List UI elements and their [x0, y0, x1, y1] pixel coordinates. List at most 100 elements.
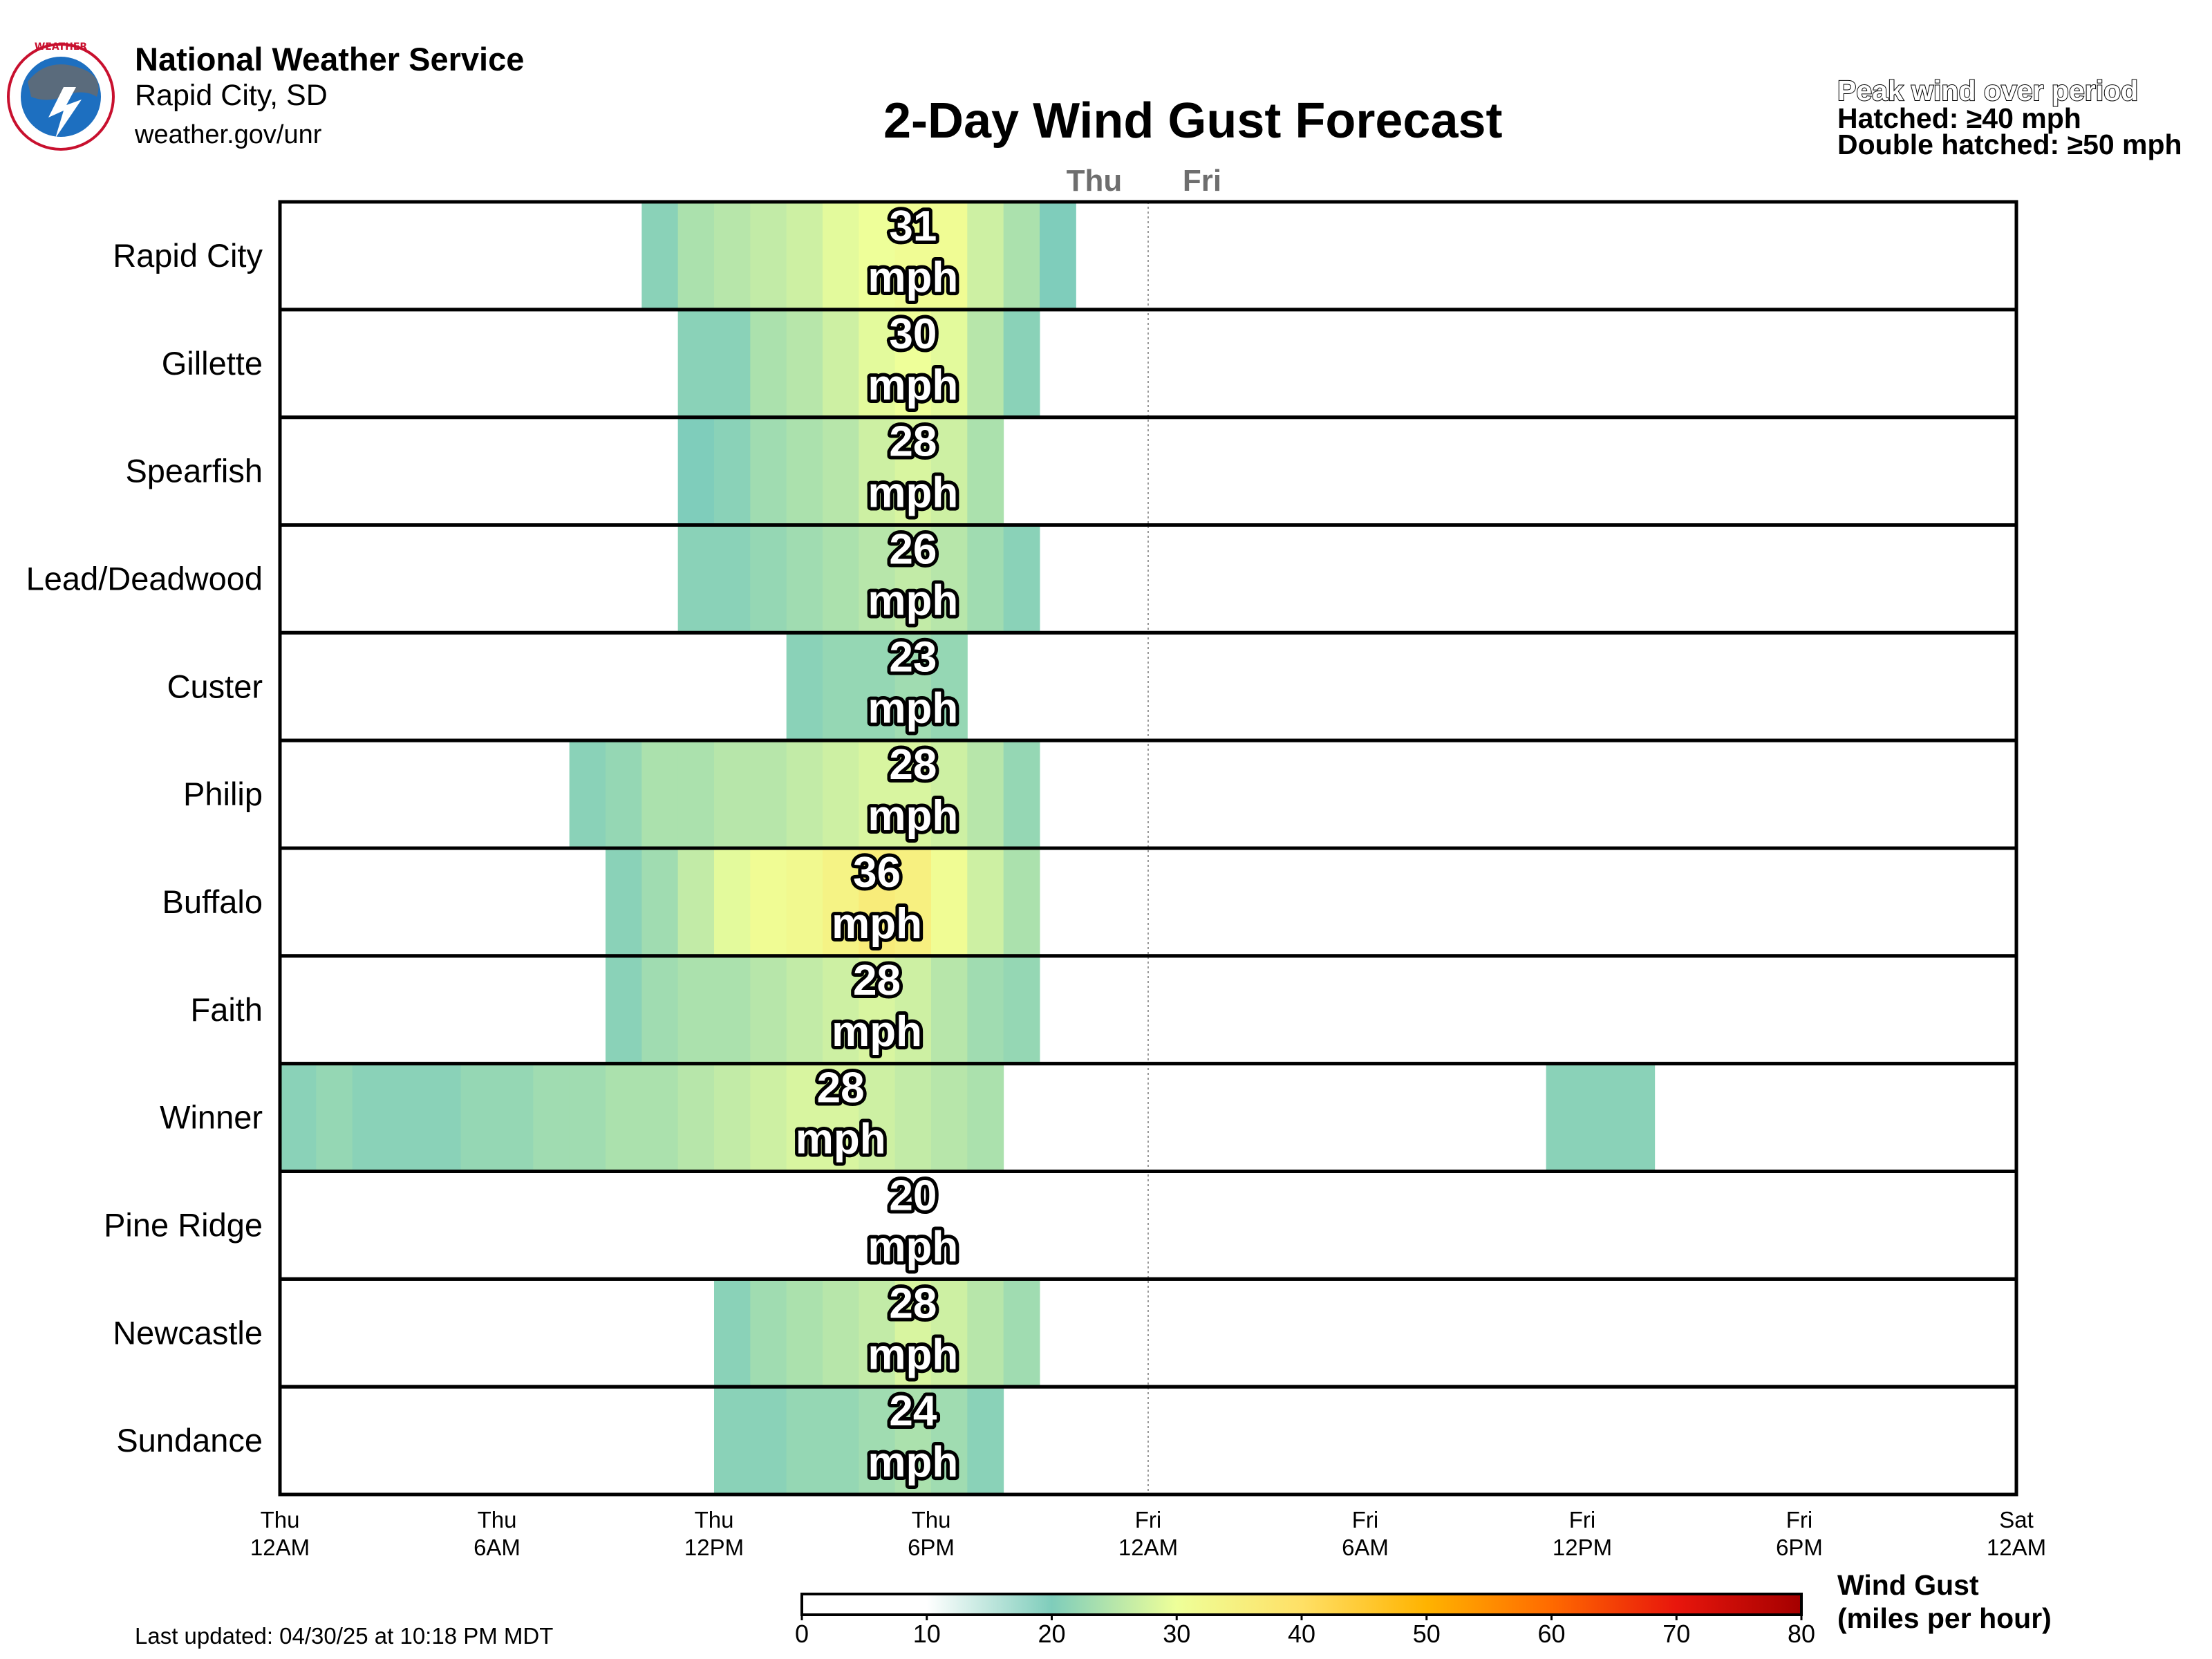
- heat-cell: [967, 309, 1004, 418]
- heat-cell: [641, 202, 679, 310]
- heat-cell: [859, 740, 896, 848]
- heat-cell: [931, 1063, 968, 1172]
- location-label: Custer: [167, 668, 263, 704]
- heat-cell: [1003, 848, 1040, 956]
- heat-cell: [750, 955, 787, 1064]
- peak-value-label: 36: [853, 849, 901, 897]
- heat-cell: [894, 955, 932, 1064]
- heat-cell: [677, 740, 715, 848]
- heat-cell: [967, 848, 1004, 956]
- heat-cell: [823, 848, 859, 956]
- heat-cell: [894, 1279, 932, 1387]
- heat-cell: [641, 955, 679, 1064]
- location-label: Lead/Deadwood: [26, 560, 263, 597]
- heat-cell: [1003, 202, 1040, 310]
- peak-value-label: 28: [889, 741, 937, 789]
- heat-cell: [1618, 1063, 1656, 1172]
- heat-cell: [714, 309, 751, 418]
- heat-cell: [823, 632, 859, 741]
- x-tick-label: Thu 6AM: [474, 1507, 521, 1560]
- heat-cell: [931, 309, 968, 418]
- heat-cell: [677, 525, 715, 633]
- location-label: Gillette: [162, 345, 263, 382]
- heat-cell: [714, 525, 751, 633]
- colorbar-tick-label: 30: [1163, 1620, 1190, 1648]
- heat-cell: [894, 632, 932, 741]
- location-label: Newcastle: [113, 1314, 263, 1351]
- heat-cell: [823, 1279, 859, 1387]
- heat-cell: [967, 1063, 1004, 1172]
- heat-cell: [750, 309, 787, 418]
- day-label: Fri: [1183, 164, 1221, 198]
- heat-cell: [424, 1063, 462, 1172]
- peak-unit-label: mph: [868, 254, 958, 301]
- colorbar: [800, 1593, 1803, 1616]
- peak-unit-label: mph: [868, 1438, 958, 1486]
- heat-cell: [894, 525, 932, 633]
- location-label: Spearfish: [125, 453, 263, 489]
- heat-cell: [606, 848, 642, 956]
- heat-cell: [1546, 1063, 1583, 1172]
- heat-cell: [931, 955, 968, 1064]
- heat-cell: [677, 417, 715, 525]
- heat-cell: [823, 1387, 859, 1494]
- colorbar-tick-label: 60: [1537, 1620, 1565, 1648]
- heat-cell: [859, 417, 896, 525]
- heat-cell: [894, 417, 932, 525]
- heat-cell: [894, 1387, 932, 1494]
- peak-unit-label: mph: [868, 1224, 958, 1271]
- heat-cell: [859, 1387, 896, 1494]
- heat-cell: [714, 202, 751, 310]
- heat-cell: [750, 417, 787, 525]
- heat-cell: [641, 740, 679, 848]
- colorbar-tick-label: 50: [1413, 1620, 1441, 1648]
- colorbar-tick-label: 40: [1288, 1620, 1315, 1648]
- heat-cell: [894, 309, 932, 418]
- location-label: Buffalo: [162, 883, 263, 920]
- peak-unit-label: mph: [796, 1116, 886, 1163]
- colorbar-tick-label: 80: [1788, 1620, 1815, 1648]
- legend-note-peak: Peak wind over period: [1837, 74, 2139, 107]
- heat-cell: [859, 309, 896, 418]
- heat-cell: [750, 1279, 787, 1387]
- heat-cell: [967, 955, 1004, 1064]
- heat-cell: [931, 525, 968, 633]
- heat-cell: [352, 1063, 389, 1172]
- site-url[interactable]: weather.gov/unr: [135, 120, 322, 149]
- x-tick-label: Thu 12AM: [250, 1507, 310, 1560]
- heat-cell: [859, 525, 896, 633]
- heat-cell: [1003, 1279, 1040, 1387]
- heat-cell: [894, 202, 932, 310]
- heat-cell: [714, 740, 751, 848]
- heat-cell: [1003, 740, 1040, 848]
- day-label: Thu: [1067, 164, 1123, 198]
- heat-cell: [1003, 525, 1040, 633]
- heat-cell: [750, 525, 787, 633]
- heat-cell: [967, 202, 1004, 310]
- x-tick-label: Thu 6PM: [908, 1507, 955, 1560]
- heat-cell: [931, 1387, 968, 1494]
- row-frame: [278, 1277, 2018, 1389]
- heat-cell: [967, 740, 1004, 848]
- heat-cell: [569, 1063, 606, 1172]
- heat-cell: [1040, 202, 1076, 310]
- location-label: Rapid City: [113, 237, 263, 274]
- heat-cell: [497, 1063, 534, 1172]
- heat-cell: [931, 1279, 968, 1387]
- heat-cell: [750, 1387, 787, 1494]
- heat-cell: [316, 1063, 353, 1172]
- peak-unit-label: mph: [868, 362, 958, 409]
- heat-cell: [859, 202, 896, 310]
- heat-cell: [786, 417, 823, 525]
- heat-cell: [967, 1279, 1004, 1387]
- location-label: Pine Ridge: [104, 1206, 263, 1243]
- peak-value-label: 23: [889, 633, 937, 681]
- heat-cell: [1003, 309, 1040, 418]
- location-label: Faith: [191, 991, 263, 1028]
- heat-cell: [859, 632, 896, 741]
- colorbar-tick-label: 10: [913, 1620, 941, 1648]
- heat-cell: [967, 1387, 1004, 1494]
- heat-cell: [677, 955, 715, 1064]
- location-label: Philip: [183, 776, 263, 812]
- peak-value-label: 26: [889, 526, 937, 574]
